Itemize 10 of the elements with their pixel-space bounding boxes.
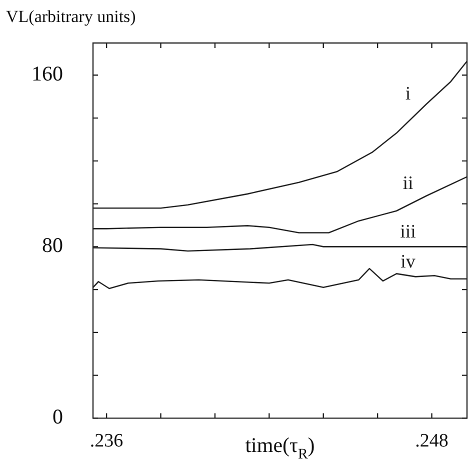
series-label: iii	[400, 222, 416, 243]
x-tick-label: .248	[415, 430, 448, 452]
series-label: ii	[402, 173, 414, 194]
series-label: i	[405, 83, 411, 104]
y-tick-label: 80	[42, 233, 63, 258]
y-tick-label: 0	[52, 404, 63, 429]
y-tick-label: 160	[32, 62, 63, 86]
y-axis-title: VL(arbitrary units)	[6, 7, 136, 26]
x-tick-label: .236	[90, 430, 124, 452]
series-label: iv	[400, 251, 416, 272]
